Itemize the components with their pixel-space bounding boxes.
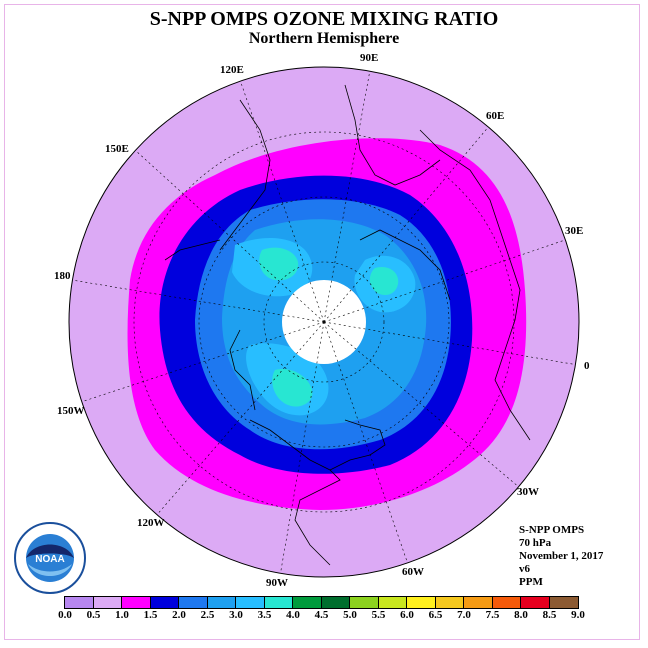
lon-label-30w: 30W	[517, 486, 539, 498]
lon-label-120e: 120E	[220, 64, 244, 76]
map-subtitle: Northern Hemisphere	[248, 30, 400, 47]
svg-text:NOAA: NOAA	[35, 554, 64, 565]
colorbar-swatch	[179, 597, 208, 608]
colorbar-swatch	[207, 597, 236, 608]
colorbar-tick-label: 0.5	[86, 609, 101, 621]
lon-label-90w: 90W	[266, 577, 288, 589]
colorbar-swatch	[350, 597, 379, 608]
colorbar-swatch	[492, 597, 521, 608]
unit-label: PPM	[519, 576, 543, 588]
colorbar-tick-label: 5.0	[343, 609, 357, 621]
colorbar-swatch	[407, 597, 436, 608]
colorbar-tick-label: 7.0	[457, 609, 471, 621]
colorbar	[64, 596, 579, 609]
instrument-label: S-NPP OMPS	[519, 524, 585, 536]
date-label: November 1, 2017	[519, 550, 604, 562]
metadata-block: S-NPP OMPS 70 hPa November 1, 2017 v6 PP…	[519, 524, 603, 589]
colorbar-tick-label: 4.0	[286, 609, 300, 621]
lon-label-150w: 150W	[57, 405, 85, 417]
colorbar-tick-label: 6.5	[428, 609, 443, 621]
colorbar-swatch	[293, 597, 322, 608]
ozone-band-3.5	[259, 247, 299, 281]
colorbar-tick-label: 8.0	[514, 609, 528, 621]
ozone-band-3.5	[272, 369, 313, 407]
colorbar-tick-label: 2.0	[172, 609, 186, 621]
colorbar-tick-label: 6.0	[400, 609, 414, 621]
colorbar-swatch	[464, 597, 493, 608]
colorbar-tick-label: 9.0	[571, 609, 585, 621]
colorbar-tick-label: 3.0	[229, 609, 243, 621]
ozone-band-3.5	[369, 266, 399, 296]
lon-label-30e: 30E	[565, 225, 584, 237]
colorbar-swatch	[378, 597, 407, 608]
colorbar-swatch	[521, 597, 550, 608]
colorbar-swatch	[264, 597, 293, 608]
colorbar-tick-label: 1.0	[115, 609, 129, 621]
lon-label-60e: 60E	[486, 110, 505, 122]
colorbar-tick-label: 2.5	[200, 609, 215, 621]
colorbar-tick-label: 1.5	[143, 609, 158, 621]
lon-label-150e: 150E	[105, 143, 129, 155]
noaa-logo: NOAA	[14, 522, 86, 599]
colorbar-tick-label: 8.5	[542, 609, 557, 621]
colorbar-tick-label: 3.5	[257, 609, 272, 621]
colorbar-swatch	[549, 597, 578, 608]
map-title: S-NPP OMPS OZONE MIXING RATIO	[149, 8, 499, 30]
lon-label-60w: 60W	[402, 566, 424, 578]
colorbar-tick-label: 4.5	[314, 609, 329, 621]
lon-label-0: 0	[584, 360, 590, 372]
colorbar-swatch	[150, 597, 179, 608]
colorbar-swatch	[321, 597, 350, 608]
colorbar-tick-label: 7.5	[485, 609, 500, 621]
colorbar-swatch	[65, 597, 94, 608]
lon-label-120w: 120W	[137, 517, 165, 529]
colorbar-swatch	[435, 597, 464, 608]
colorbar-swatch	[93, 597, 122, 608]
lon-label-90e: 90E	[360, 52, 379, 64]
colorbar-swatch	[122, 597, 151, 608]
version-label: v6	[519, 563, 530, 575]
colorbar-swatch	[236, 597, 265, 608]
pressure-label: 70 hPa	[519, 537, 552, 549]
lon-label-180: 180	[54, 270, 71, 282]
colorbar-tick-label: 0.0	[58, 609, 72, 621]
colorbar-tick-label: 5.5	[371, 609, 386, 621]
figure-frame	[4, 4, 640, 640]
